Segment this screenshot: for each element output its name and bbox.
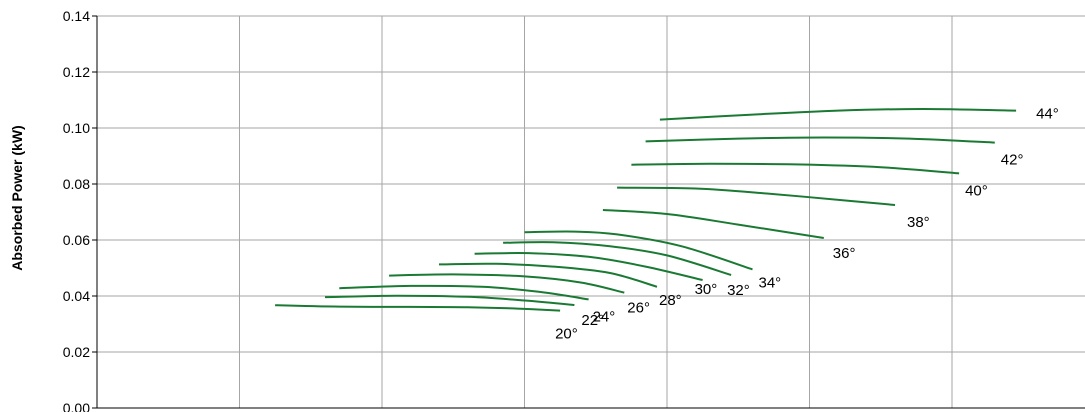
chart-grid [97,15,1085,408]
y-tick-label: 0.00 [63,400,90,412]
y-tick-label: 0.02 [63,344,90,360]
series-line [339,284,589,301]
series-label: 20° [555,326,578,343]
y-tick-label: 0.04 [63,288,90,304]
series-line [645,136,995,144]
series-labels: 20°22°24° 26° 28° 30° 32° 34° 36° 38° 40° 42° 44° [555,106,1059,343]
series-label: 40° [965,182,988,199]
y-tick-label: 0.08 [63,176,90,192]
y-tick-label: 0.10 [63,120,90,136]
series-label: 42° [1001,152,1024,169]
series-line [438,262,658,288]
series-label: 22° [581,312,604,329]
series-line [275,304,561,312]
series-label: 44° [1036,106,1059,123]
series-line [631,162,960,175]
series-label: 36° [833,245,856,262]
series-label: 30° [695,281,718,298]
series-line [617,186,896,206]
series-label: 26° [627,300,650,317]
series-line [474,252,703,281]
series-line [602,209,824,239]
series-label: 24° [593,308,616,325]
chart-axes [96,16,1085,409]
y-tick-labels: 0.00 0.02 0.04 0.06 0.08 0.10 0.12 0.14 [63,8,97,412]
series-label: 28° [659,292,682,309]
series-line [503,241,732,276]
series-line [659,107,1017,121]
y-tick-label: 0.12 [63,64,90,80]
y-axis-title: Absorbed Power (kW) [9,125,25,270]
series-line [389,273,625,294]
chart-series [275,107,1017,312]
series-line [524,230,753,271]
y-tick-label: 0.06 [63,232,90,248]
series-label: 34° [759,274,782,291]
series-line [324,294,575,306]
series-label: 38° [907,214,930,231]
series-label: 32° [727,282,750,299]
y-tick-label: 0.14 [63,8,90,24]
